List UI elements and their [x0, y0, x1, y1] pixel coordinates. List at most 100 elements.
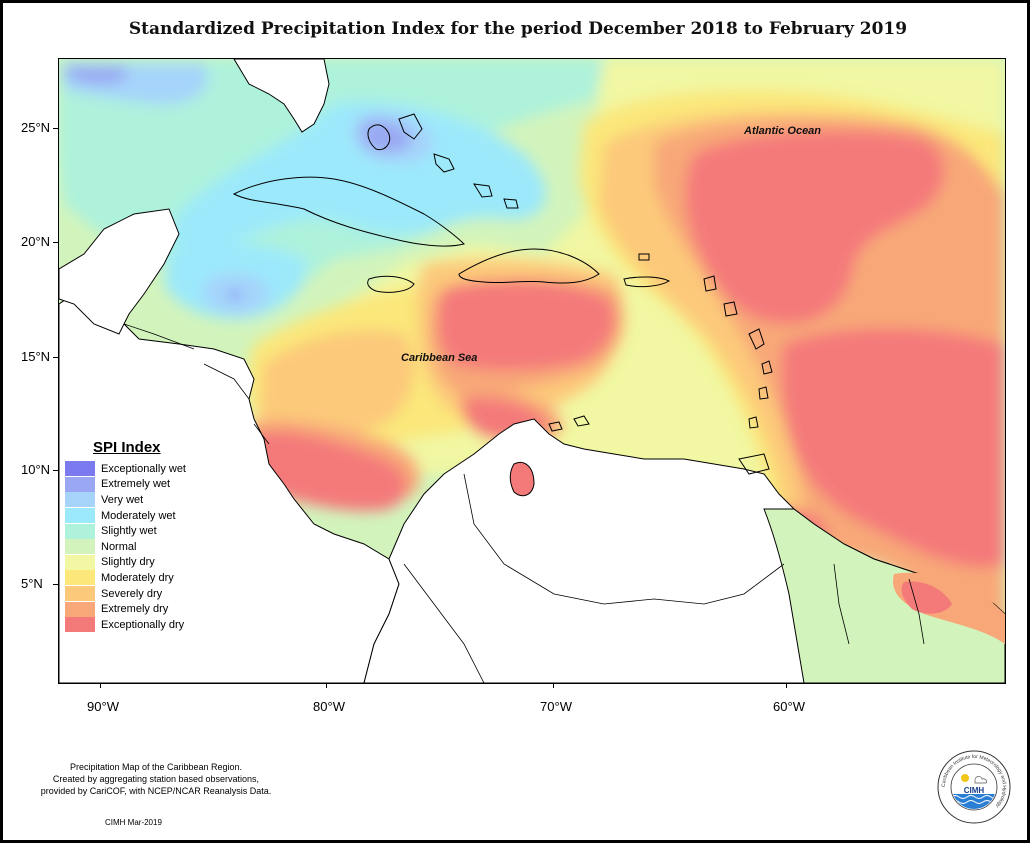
puerto-rico	[623, 276, 671, 288]
border-line	[463, 473, 605, 605]
leeward-islands	[723, 301, 738, 317]
legend-label: Moderately dry	[101, 571, 174, 584]
lat-tick	[53, 128, 58, 129]
legend-title: SPI Index	[93, 439, 161, 456]
legend-label: Very wet	[101, 493, 144, 506]
legend-label: Exceptionally dry	[101, 618, 185, 631]
legend-item: Exceptionally wet	[65, 461, 205, 477]
cuba	[232, 176, 465, 247]
legend-item: Moderately dry	[65, 570, 205, 586]
legend-label: Slightly dry	[101, 556, 155, 569]
jamaica	[367, 275, 415, 293]
legend-swatch	[65, 554, 95, 570]
border-line	[203, 363, 250, 400]
cimh-logo-graphic: Caribbean Institute for Meteorology and …	[937, 750, 1011, 824]
lon-tick	[100, 683, 101, 688]
spi-severely-dry	[259, 330, 415, 439]
lat-label-5n: 5°N	[21, 576, 43, 591]
lat-tick	[53, 357, 58, 358]
footnote-line: provided by CariCOF, with NCEP/NCAR Rean…	[40, 786, 272, 796]
border-line	[833, 563, 850, 645]
bahamas-andros	[367, 124, 391, 151]
sun-icon	[961, 774, 969, 782]
spi-exceptionally-dry	[685, 130, 945, 325]
lon-label-80w: 80°W	[313, 699, 345, 714]
spi-map-canvas: Atlantic Ocean Caribbean Sea	[59, 59, 1005, 683]
label-caribbean-sea: Caribbean Sea	[401, 352, 477, 364]
abc-islands	[548, 421, 563, 432]
lat-tick	[53, 470, 58, 471]
abc-islands	[573, 415, 590, 427]
legend-item: Exceptionally dry	[65, 617, 205, 633]
footnote-line: Precipitation Map of the Caribbean Regio…	[69, 762, 243, 772]
lon-tick	[326, 683, 327, 688]
legend-label: Severely dry	[101, 587, 163, 600]
lake-maracaibo	[509, 461, 535, 497]
legend-swatch	[65, 523, 95, 539]
border-line	[603, 563, 785, 605]
lat-tick	[53, 584, 58, 585]
lesser-antilles	[748, 328, 765, 350]
label-atlantic-ocean: Atlantic Ocean	[743, 125, 821, 137]
lat-label-10n: 10°N	[21, 462, 51, 477]
lesser-antilles	[748, 416, 759, 429]
legend-item: Very wet	[65, 492, 205, 508]
lon-label-70w: 70°W	[540, 699, 572, 714]
legend-label: Exceptionally wet	[101, 462, 186, 475]
spi-moderately-wet	[172, 101, 546, 259]
legend-swatch	[65, 461, 95, 477]
bahamas-island	[433, 153, 455, 173]
lesser-antilles	[758, 386, 769, 400]
legend-swatch	[65, 476, 95, 492]
lat-tick	[53, 242, 58, 243]
spi-extremely-wet	[360, 120, 412, 153]
cimh-logo: Caribbean Institute for Meteorology and …	[937, 750, 1011, 824]
map-footnote: Precipitation Map of the Caribbean Regio…	[11, 761, 301, 797]
wave-icon	[952, 795, 996, 799]
spi-extremely-wet	[64, 66, 128, 84]
spi-contours	[59, 59, 1005, 683]
logo-text: CIMH	[964, 786, 985, 795]
border-line	[123, 323, 195, 350]
legend-item: Extremely wet	[65, 476, 205, 493]
spi-map: Atlantic Ocean Caribbean Sea	[58, 58, 1006, 684]
lat-label-20n: 20°N	[21, 234, 51, 249]
lat-label-15n: 15°N	[21, 349, 51, 364]
turks-island	[473, 183, 493, 198]
guianas-exceptionally-dry	[901, 581, 952, 614]
legend-item: Normal	[65, 539, 205, 555]
spi-legend: SPI Index Exceptionally wet Extremely we…	[65, 439, 205, 633]
trinidad	[738, 453, 770, 475]
footnote-line: Created by aggregating station based obs…	[52, 774, 260, 784]
yucatan	[59, 208, 180, 335]
legend-swatch	[65, 492, 95, 508]
legend-swatch	[65, 508, 95, 524]
lon-label-60w: 60°W	[773, 699, 805, 714]
leeward-islands	[703, 275, 717, 292]
legend-swatch	[65, 586, 95, 602]
logo-emblem	[952, 774, 996, 809]
islands	[232, 113, 773, 475]
legend-item: Slightly dry	[65, 554, 205, 571]
legend-item: Slightly wet	[65, 523, 205, 539]
border-line	[908, 578, 925, 645]
lon-tick	[553, 683, 554, 688]
map-title: Standardized Precipitation Index for the…	[128, 19, 908, 39]
legend-items: Exceptionally wet Extremely wet Very wet…	[65, 461, 205, 633]
spi-exceptionally-dry	[781, 328, 1005, 568]
lat-label-25n: 25°N	[21, 120, 51, 135]
hispaniola	[458, 248, 600, 284]
bahamas-island	[398, 113, 423, 140]
legend-item: Severely dry	[65, 586, 205, 602]
spi-exceptionally-wet	[230, 290, 240, 300]
legend-label: Moderately wet	[101, 509, 176, 522]
legend-item: Moderately wet	[65, 508, 205, 524]
legend-label: Normal	[101, 540, 137, 553]
lon-tick	[786, 683, 787, 688]
legend-swatch	[65, 570, 95, 586]
virgin-islands	[638, 253, 650, 261]
cloud-icon	[974, 776, 987, 784]
map-credit: CIMH Mar-2019	[105, 818, 162, 827]
legend-swatch	[65, 617, 95, 633]
